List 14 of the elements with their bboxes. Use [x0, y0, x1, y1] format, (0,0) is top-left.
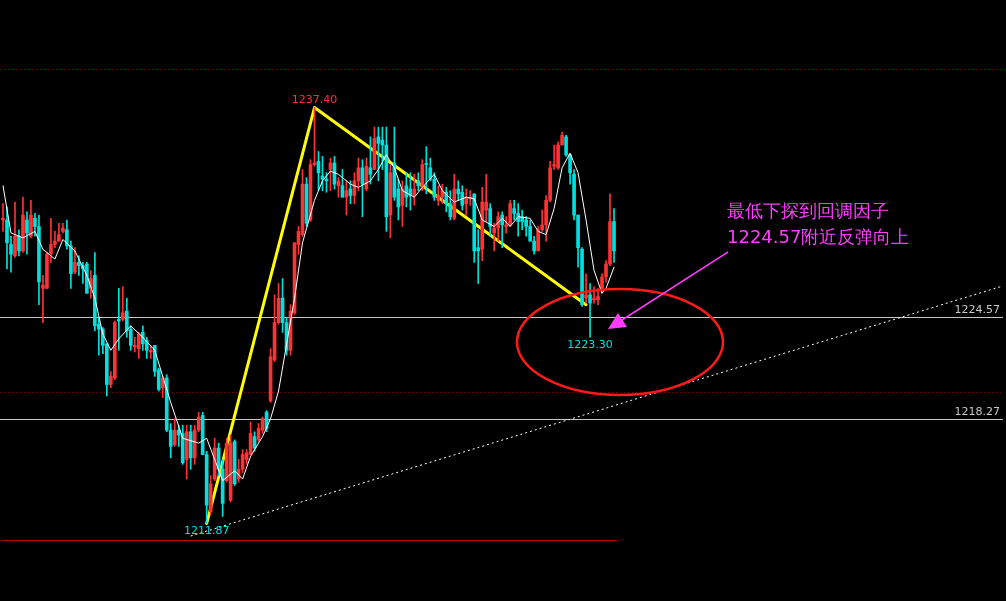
ref-line-label: 1218.27 — [954, 404, 1000, 418]
ref-line-label: 1224.57 — [954, 302, 1000, 316]
candlestick — [116, 288, 121, 351]
candlestick — [1, 203, 5, 232]
candlestick — [416, 172, 421, 191]
candlestick — [588, 283, 592, 338]
candlestick — [132, 336, 137, 353]
candlestick — [120, 286, 125, 322]
text: 1237.40 — [291, 92, 338, 106]
text: 最低下探到回调因子 1224.57附近反弹向上 — [727, 199, 910, 249]
candlestick — [412, 174, 417, 206]
candlestick — [424, 146, 429, 195]
text: 1223.30 — [567, 337, 613, 351]
text: 1211.87 — [183, 523, 230, 537]
